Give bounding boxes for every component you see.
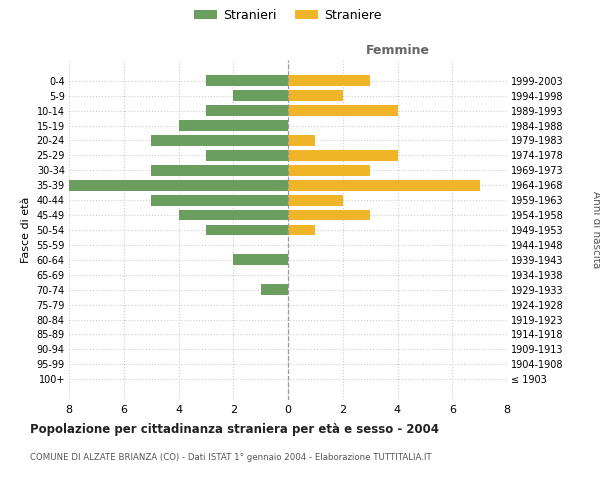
Bar (288, 90, 343, 101)
Bar (69, 180, 288, 190)
Bar (206, 224, 288, 235)
Bar (233, 90, 288, 101)
Text: Femmine: Femmine (365, 44, 430, 57)
Bar (288, 76, 370, 86)
Bar (288, 210, 370, 220)
Text: Anni di nascita: Anni di nascita (591, 192, 600, 268)
Bar (151, 195, 288, 205)
Bar (288, 150, 398, 161)
Bar (233, 254, 288, 265)
Legend: Stranieri, Straniere: Stranieri, Straniere (194, 8, 382, 22)
Bar (288, 195, 343, 205)
Bar (179, 120, 288, 131)
Text: Popolazione per cittadinanza straniera per età e sesso - 2004: Popolazione per cittadinanza straniera p… (30, 422, 439, 436)
Bar (206, 150, 288, 161)
Text: COMUNE DI ALZATE BRIANZA (CO) - Dati ISTAT 1° gennaio 2004 - Elaborazione TUTTIT: COMUNE DI ALZATE BRIANZA (CO) - Dati IST… (30, 452, 431, 462)
Bar (151, 135, 288, 146)
Bar (288, 165, 370, 175)
Bar (206, 76, 288, 86)
Y-axis label: Fasce di età: Fasce di età (21, 197, 31, 263)
Bar (179, 210, 288, 220)
Bar (288, 106, 398, 116)
Bar (288, 135, 316, 146)
Bar (260, 284, 288, 295)
Bar (151, 165, 288, 175)
Bar (288, 224, 316, 235)
Bar (288, 180, 479, 190)
Bar (206, 106, 288, 116)
